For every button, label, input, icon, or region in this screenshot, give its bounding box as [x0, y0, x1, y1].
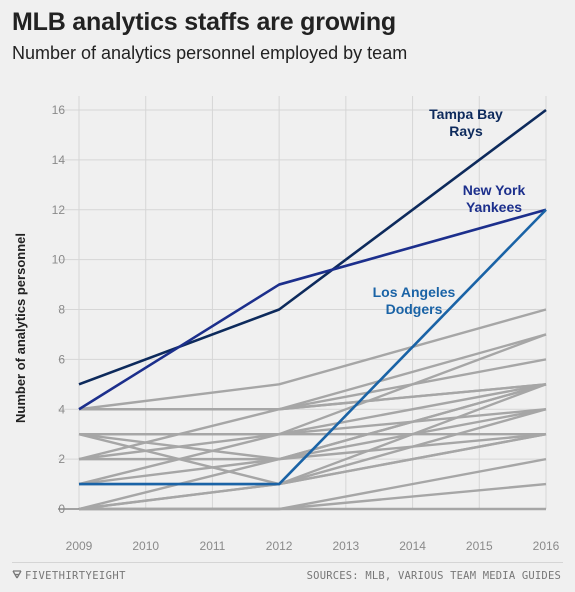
- x-tick-label: 2015: [466, 539, 493, 553]
- source-note: SOURCES: MLB, VARIOUS TEAM MEDIA GUIDES: [306, 570, 561, 582]
- rays-label: Tampa Bay Rays: [429, 106, 503, 139]
- y-tick-label: 8: [58, 303, 65, 317]
- line-chart: 2009 2010 2011 2012 2013 2014 2015 2016 0 2 4 6 8 10 1…: [13, 96, 560, 553]
- other-team-line: [79, 333, 547, 436]
- dodgers-label: Los Angeles Dodgers: [373, 284, 456, 317]
- x-tick-label: 2012: [266, 539, 293, 553]
- fivethirtyeight-logo-icon: [12, 570, 22, 582]
- series-labels: Tampa Bay Rays New York Yankees Los Angeles D…: [373, 106, 526, 317]
- y-tick-label: 14: [52, 153, 66, 167]
- chart-title: MLB analytics staffs are growing: [12, 8, 396, 36]
- dodgers-line: [79, 208, 547, 486]
- rays-line: [78, 108, 547, 386]
- axis-ticks: 2009 2010 2011 2012 2013 2014 2015 2016 0 2 4 6 8 10 1…: [52, 103, 560, 553]
- y-tick-label: 2: [58, 452, 65, 466]
- x-tick-label: 2014: [399, 539, 426, 553]
- x-tick-label: 2013: [333, 539, 360, 553]
- x-tick-label: 2010: [132, 539, 159, 553]
- yankees-line: [78, 208, 547, 411]
- x-tick-label: 2009: [66, 539, 93, 553]
- yankees-label: New York Yankees: [463, 182, 526, 215]
- footer-divider: [12, 562, 563, 563]
- other-teams-lines: [78, 308, 547, 511]
- y-tick-label: 6: [58, 352, 65, 366]
- y-tick-label: 10: [52, 253, 66, 267]
- y-tick-label: 16: [52, 103, 66, 117]
- other-team-line: [79, 482, 547, 511]
- y-tick-label: 4: [58, 402, 65, 416]
- y-tick-label: 12: [52, 203, 66, 217]
- x-tick-label: 2011: [200, 539, 226, 553]
- y-tick-label: 0: [58, 502, 65, 516]
- other-team-line: [78, 308, 547, 411]
- footer-brand: FIVETHIRTYEIGHT: [12, 570, 126, 582]
- y-axis-label: Number of analytics personnel: [13, 233, 28, 423]
- brand-name: FIVETHIRTYEIGHT: [25, 570, 126, 582]
- highlighted-team-lines: [78, 108, 547, 486]
- x-tick-label: 2016: [533, 539, 560, 553]
- chart-subtitle: Number of analytics personnel employed b…: [12, 43, 408, 63]
- other-team-line: [78, 383, 547, 511]
- other-team-line: [78, 383, 547, 461]
